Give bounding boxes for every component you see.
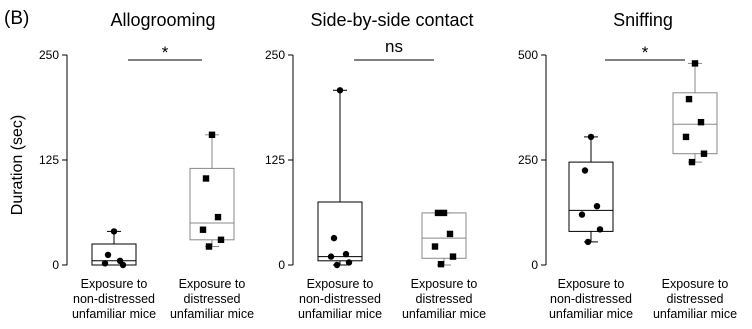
significance-label: ns [385,37,403,56]
data-point [446,230,454,238]
data-point [593,203,601,210]
data-point [119,261,127,269]
data-point [697,119,705,126]
data-point [327,253,335,260]
chart-panel-2: Side-by-side contact 0 125 250 ns Exposure to… [265,10,486,321]
box-iqr [421,212,467,259]
box-iqr [189,167,235,241]
category-label-line: Exposure to [558,277,625,291]
data-point [682,133,690,141]
data-point [434,209,442,217]
data-point [101,260,109,267]
category-label-line: unfamiliar mice [170,307,254,321]
data-point [431,243,439,250]
data-point [110,228,118,235]
category-label: Exposure to distressed unfamiliar mice [170,277,254,321]
data-point [202,175,210,182]
box-iqr [317,201,363,262]
significance-label: * [162,43,169,62]
y-tick-label: 0 [531,258,538,272]
category-label: Exposure to non-distressed unfamiliar mice [298,277,382,321]
data-point [214,213,222,221]
box-distressed [421,209,467,268]
category-label: Exposure to distressed unfamiliar mice [653,277,737,321]
significance-label: * [642,43,649,62]
box-iqr [91,243,137,266]
category-label-line: unfamiliar mice [402,307,486,321]
category-label-line: unfamiliar mice [298,307,382,321]
data-point [345,259,353,266]
y-axis-label: Duration (sec) [9,115,26,215]
data-point [581,167,589,174]
data-point [596,226,604,233]
data-point [336,87,344,94]
data-point [584,238,592,246]
data-point [587,133,595,141]
data-point [342,250,350,258]
category-label-line: distressed [667,292,724,306]
category-label-line: Exposure to [307,277,374,291]
category-label-line: Exposure to [662,277,729,291]
category-label-line: distressed [184,292,241,306]
y-tick-label: 250 [518,153,538,167]
category-label-line: non-distressed [550,292,632,306]
data-point [688,158,696,166]
box-distressed [189,131,235,250]
y-tick-label: 125 [265,153,285,167]
category-label: Exposure to non-distressed unfamiliar mice [72,277,156,321]
box-non-distressed [568,133,614,246]
data-point [199,226,207,233]
y-tick-label: 250 [265,48,285,62]
data-point [449,253,457,260]
category-label-line: non-distressed [299,292,381,306]
y-tick-label: 500 [518,48,538,62]
category-label-line: Exposure to [179,277,246,291]
data-point [691,60,699,67]
category-label-line: unfamiliar mice [72,307,156,321]
data-point [700,150,708,157]
data-point [217,236,225,243]
data-point [330,234,338,242]
category-label-line: Exposure to [81,277,148,291]
y-tick-label: 125 [39,153,59,167]
category-label-line: Exposure to [411,277,478,291]
y-tick-label: 0 [278,258,285,272]
box-non-distressed [317,87,363,269]
category-label: Exposure to non-distressed unfamiliar mice [549,277,633,321]
chart-title: Sniffing [613,10,673,30]
chart-title: Allogrooming [110,10,215,30]
category-label-line: distressed [416,292,473,306]
data-point [333,261,341,269]
data-point [685,95,693,103]
box-iqr [568,161,614,232]
y-tick-label: 0 [52,258,59,272]
chart-title: Side-by-side contact [310,10,473,30]
data-point [578,211,586,218]
category-label-line: unfamiliar mice [549,307,633,321]
box-non-distressed [91,228,137,269]
category-label-line: non-distressed [73,292,155,306]
data-point [104,251,112,259]
box-iqr [672,92,718,155]
data-point [437,260,445,268]
data-point [208,131,216,138]
category-label: Exposure to distressed unfamiliar mice [402,277,486,321]
data-point [440,209,448,217]
panel-label: (B) [4,8,30,29]
y-tick-label: 250 [39,48,59,62]
category-label-line: unfamiliar mice [653,307,737,321]
box-distressed [672,60,718,166]
data-point [205,243,213,250]
